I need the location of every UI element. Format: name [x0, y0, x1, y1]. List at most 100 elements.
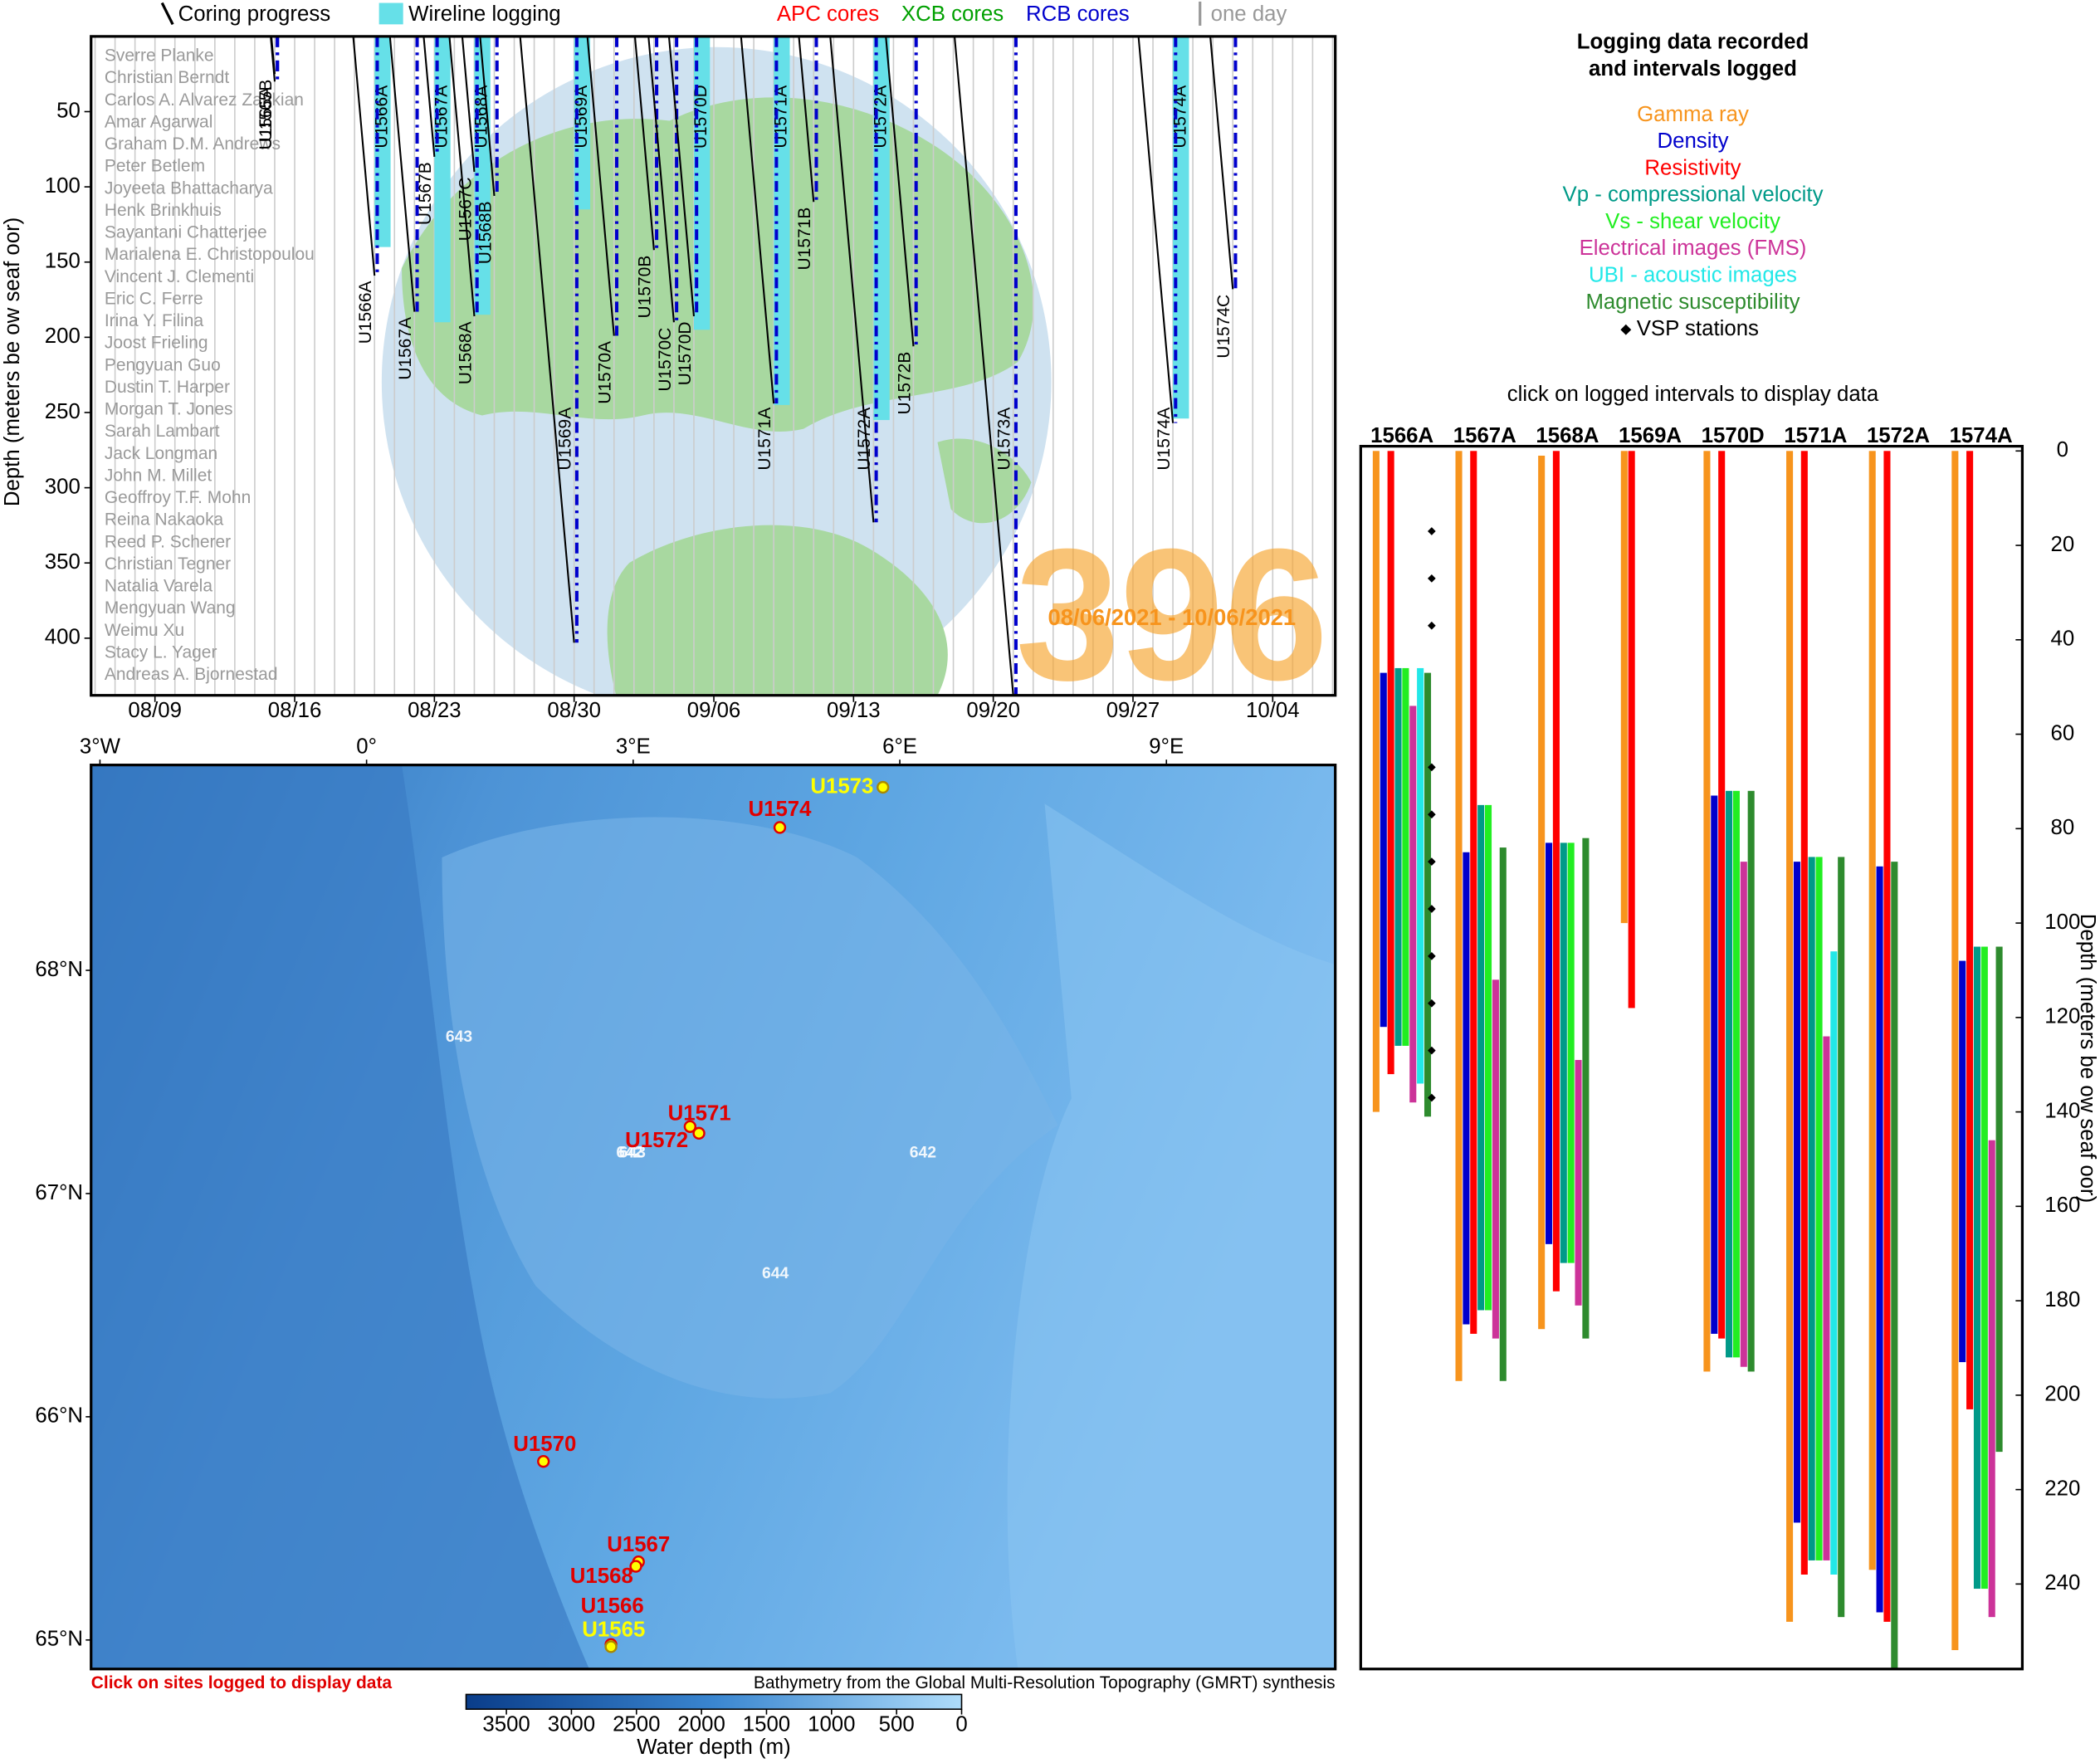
logged-interval[interactable]	[1808, 857, 1815, 1560]
logged-interval[interactable]	[1786, 451, 1794, 1622]
logged-interval[interactable]	[1409, 706, 1417, 1103]
x-tick-label: 09/27	[1106, 699, 1160, 722]
column-header[interactable]: 1572A	[1867, 424, 1930, 447]
scientist-name: John M. Millet	[105, 466, 212, 485]
logged-interval[interactable]	[1470, 451, 1477, 1334]
logged-interval[interactable]	[1980, 946, 1988, 1590]
logged-interval[interactable]	[1815, 857, 1823, 1560]
logged-interval[interactable]	[1891, 862, 1898, 1669]
scientist-name: Joyeeta Bhattacharya	[105, 178, 273, 198]
scientist-name: Sverre Planke	[105, 46, 214, 66]
logged-interval[interactable]	[1740, 862, 1747, 1367]
logged-interval[interactable]	[1546, 842, 1553, 1244]
logged-interval[interactable]	[1387, 451, 1394, 1075]
logged-interval[interactable]	[1477, 804, 1485, 1311]
column-header[interactable]: 1568A	[1536, 424, 1599, 447]
site-marker[interactable]	[604, 1640, 618, 1653]
logged-interval[interactable]	[1732, 790, 1740, 1358]
site-label[interactable]: U1573	[810, 774, 873, 798]
site-marker[interactable]	[629, 1560, 642, 1573]
logged-interval[interactable]	[1883, 451, 1891, 1622]
scientist-name: Henk Brinkhuis	[105, 201, 222, 220]
logged-interval[interactable]	[1582, 838, 1590, 1339]
site-label[interactable]: U1565	[582, 1618, 645, 1641]
site-marker[interactable]	[537, 1454, 550, 1468]
logged-interval[interactable]	[1876, 866, 1883, 1613]
hole-label: U1572B	[895, 352, 914, 415]
logged-interval[interactable]	[1988, 1140, 1995, 1618]
logged-interval[interactable]	[1484, 804, 1492, 1311]
logged-interval[interactable]	[1973, 946, 1980, 1590]
y-tick-label: 220	[2044, 1477, 2080, 1500]
site-label[interactable]: U1568	[570, 1565, 633, 1588]
logged-interval[interactable]	[1499, 847, 1507, 1381]
logged-interval[interactable]	[1455, 451, 1463, 1381]
logged-interval[interactable]	[1463, 852, 1470, 1325]
site-label[interactable]: U1567	[607, 1533, 670, 1556]
logged-interval[interactable]	[1575, 1060, 1582, 1306]
logged-interval[interactable]	[1492, 979, 1499, 1339]
site-label[interactable]: U1574	[748, 798, 812, 821]
logged-interval[interactable]	[1628, 451, 1635, 1008]
logged-interval[interactable]	[1424, 672, 1432, 1117]
legend-label: Electrical images (FMS)	[1580, 237, 1807, 260]
column-header[interactable]: 1570D	[1702, 424, 1765, 447]
logged-interval[interactable]	[1726, 790, 1733, 1358]
site-label[interactable]: U1570	[513, 1433, 576, 1456]
column-header[interactable]: 1567A	[1453, 424, 1516, 447]
scientist-name: Natalia Varela	[105, 577, 212, 596]
logged-interval[interactable]	[1747, 790, 1755, 1372]
logged-interval[interactable]	[1959, 960, 1966, 1363]
site-marker[interactable]	[683, 1120, 697, 1133]
logged-interval[interactable]	[1567, 842, 1575, 1263]
logged-interval[interactable]	[1402, 667, 1409, 1046]
lat-label: 67°N	[35, 1181, 83, 1204]
logged-interval[interactable]	[1538, 455, 1546, 1330]
column-header[interactable]: 1566A	[1370, 424, 1433, 447]
logged-interval[interactable]	[1951, 451, 1959, 1650]
lon-label: 9°E	[1149, 735, 1184, 758]
y-tick-label: 350	[45, 550, 81, 574]
logged-interval[interactable]	[1830, 951, 1838, 1575]
site-marker[interactable]	[773, 821, 787, 834]
logged-interval[interactable]	[1380, 672, 1387, 1028]
logged-interval[interactable]	[1800, 451, 1808, 1575]
column-header[interactable]: 1571A	[1784, 424, 1847, 447]
site-marker[interactable]	[692, 1126, 706, 1140]
logged-interval[interactable]	[1995, 946, 2003, 1453]
logged-interval[interactable]	[1394, 667, 1402, 1046]
vsp-station	[1428, 1093, 1436, 1102]
logged-interval[interactable]	[1823, 1036, 1830, 1560]
site-marker[interactable]	[877, 780, 890, 794]
y-tick-label: 20	[2050, 533, 2074, 556]
scientist-name: Amar Agarwal	[105, 112, 213, 131]
logged-interval[interactable]	[1560, 842, 1567, 1263]
site-label[interactable]: U1566	[581, 1595, 644, 1618]
chart-title: and intervals logged	[1589, 57, 1797, 81]
logged-interval[interactable]	[1417, 667, 1424, 1084]
logging-interval	[774, 36, 790, 405]
hole-label: U1567B	[416, 162, 435, 225]
site-label[interactable]: U1572	[625, 1129, 688, 1152]
hole-label: U1571A	[755, 408, 774, 471]
y-tick-label: 300	[45, 475, 81, 498]
logged-interval[interactable]	[1552, 451, 1560, 1292]
logged-interval[interactable]	[1620, 451, 1628, 924]
logged-interval[interactable]	[1703, 451, 1711, 1372]
expedition-dates: 08/06/2021 - 10/06/2021	[1048, 604, 1296, 630]
logged-interval[interactable]	[1718, 451, 1726, 1339]
logged-interval[interactable]	[1868, 451, 1876, 1570]
column-header[interactable]: 1569A	[1619, 424, 1682, 447]
odp-site-label: 644	[762, 1264, 789, 1282]
legend-label: Coring progress	[178, 2, 331, 26]
logged-interval[interactable]	[1711, 795, 1718, 1334]
column-header[interactable]: 1574A	[1950, 424, 2013, 447]
logged-interval[interactable]	[1966, 451, 1974, 1409]
site-label[interactable]: U1571	[668, 1102, 731, 1126]
logged-interval[interactable]	[1838, 857, 1845, 1618]
logged-interval[interactable]	[1372, 451, 1380, 1112]
coring-progress	[633, 36, 655, 251]
logged-interval[interactable]	[1793, 862, 1800, 1523]
vsp-station	[1428, 621, 1436, 630]
